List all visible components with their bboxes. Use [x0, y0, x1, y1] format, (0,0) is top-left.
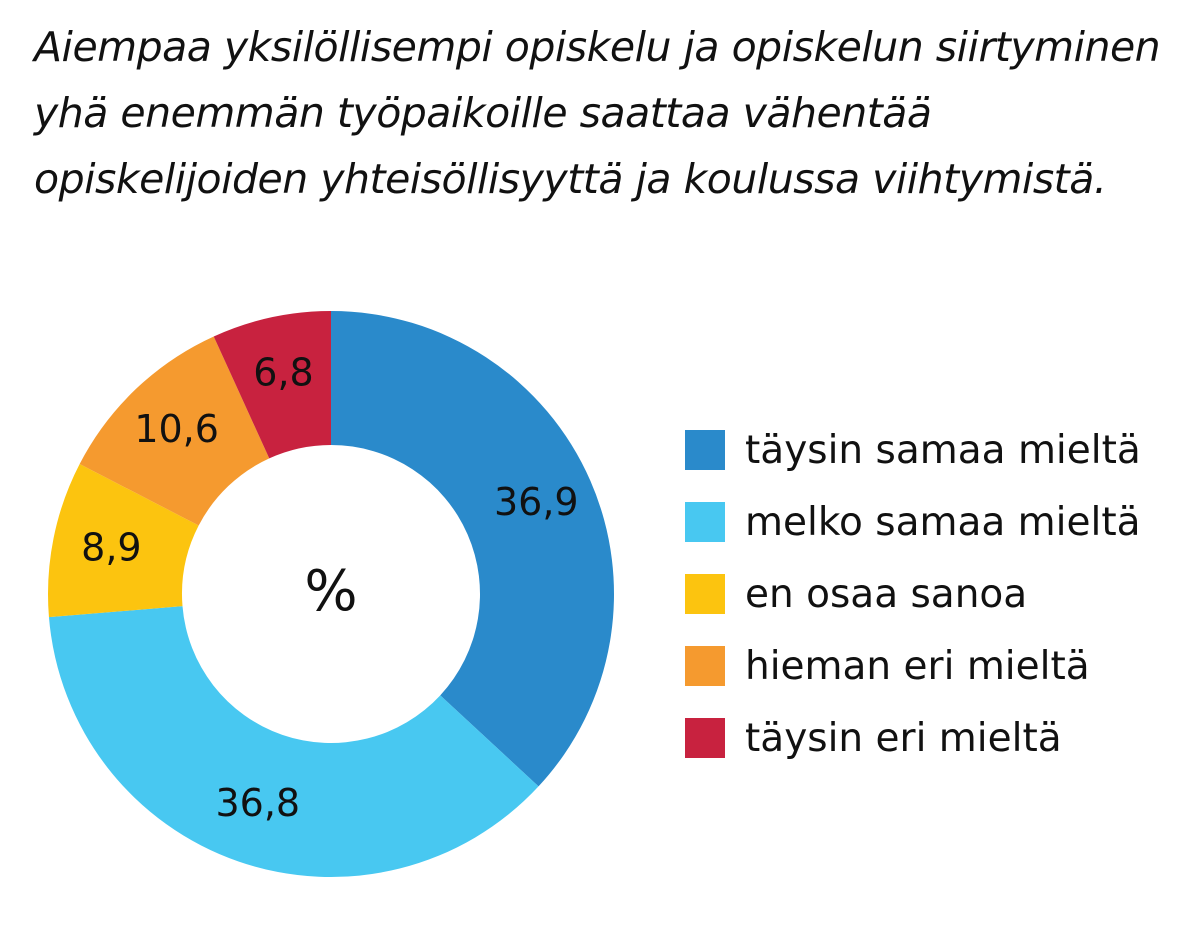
legend-swatch — [685, 718, 725, 758]
slice-value-label-3: 8,9 — [81, 525, 141, 569]
slice-value-label-2: 36,8 — [215, 781, 300, 825]
center-percent-label: % — [304, 559, 357, 624]
donut-slice-2 — [48, 606, 539, 878]
legend-label: täysin samaa mieltä — [745, 427, 1141, 473]
legend-item-2: melko samaa mieltä — [685, 486, 1141, 558]
legend-swatch — [685, 574, 725, 614]
slice-value-label-1: 36,9 — [494, 480, 579, 524]
legend-label: täysin eri mieltä — [745, 715, 1062, 761]
donut-slice-3 — [48, 463, 199, 618]
donut-slice-4 — [79, 336, 270, 526]
legend-label: melko samaa mieltä — [745, 499, 1141, 545]
chart-title: Aiempaa yksilöllisempi opiskelu ja opisk… — [34, 23, 1161, 203]
slice-value-label-5: 6,8 — [253, 351, 313, 395]
donut-slice-5 — [213, 311, 331, 459]
donut-slices — [48, 311, 615, 878]
legend-swatch — [685, 502, 725, 542]
legend-item-3: en osaa sanoa — [685, 558, 1141, 630]
legend-label: en osaa sanoa — [745, 571, 1028, 617]
legend-swatch — [685, 646, 725, 686]
slice-value-labels: 36,9 36,8 8,9 10,6 6,8 — [81, 351, 578, 826]
legend-label: hieman eri mieltä — [745, 643, 1090, 689]
slice-value-label-4: 10,6 — [134, 407, 219, 451]
chart-legend: täysin samaa mieltä melko samaa mieltä en … — [685, 414, 1141, 774]
legend-item-5: täysin eri mieltä — [685, 702, 1141, 774]
donut-slice-1 — [331, 311, 615, 787]
legend-item-1: täysin samaa mieltä — [685, 414, 1141, 486]
legend-item-4: hieman eri mieltä — [685, 630, 1141, 702]
legend-swatch — [685, 430, 725, 470]
